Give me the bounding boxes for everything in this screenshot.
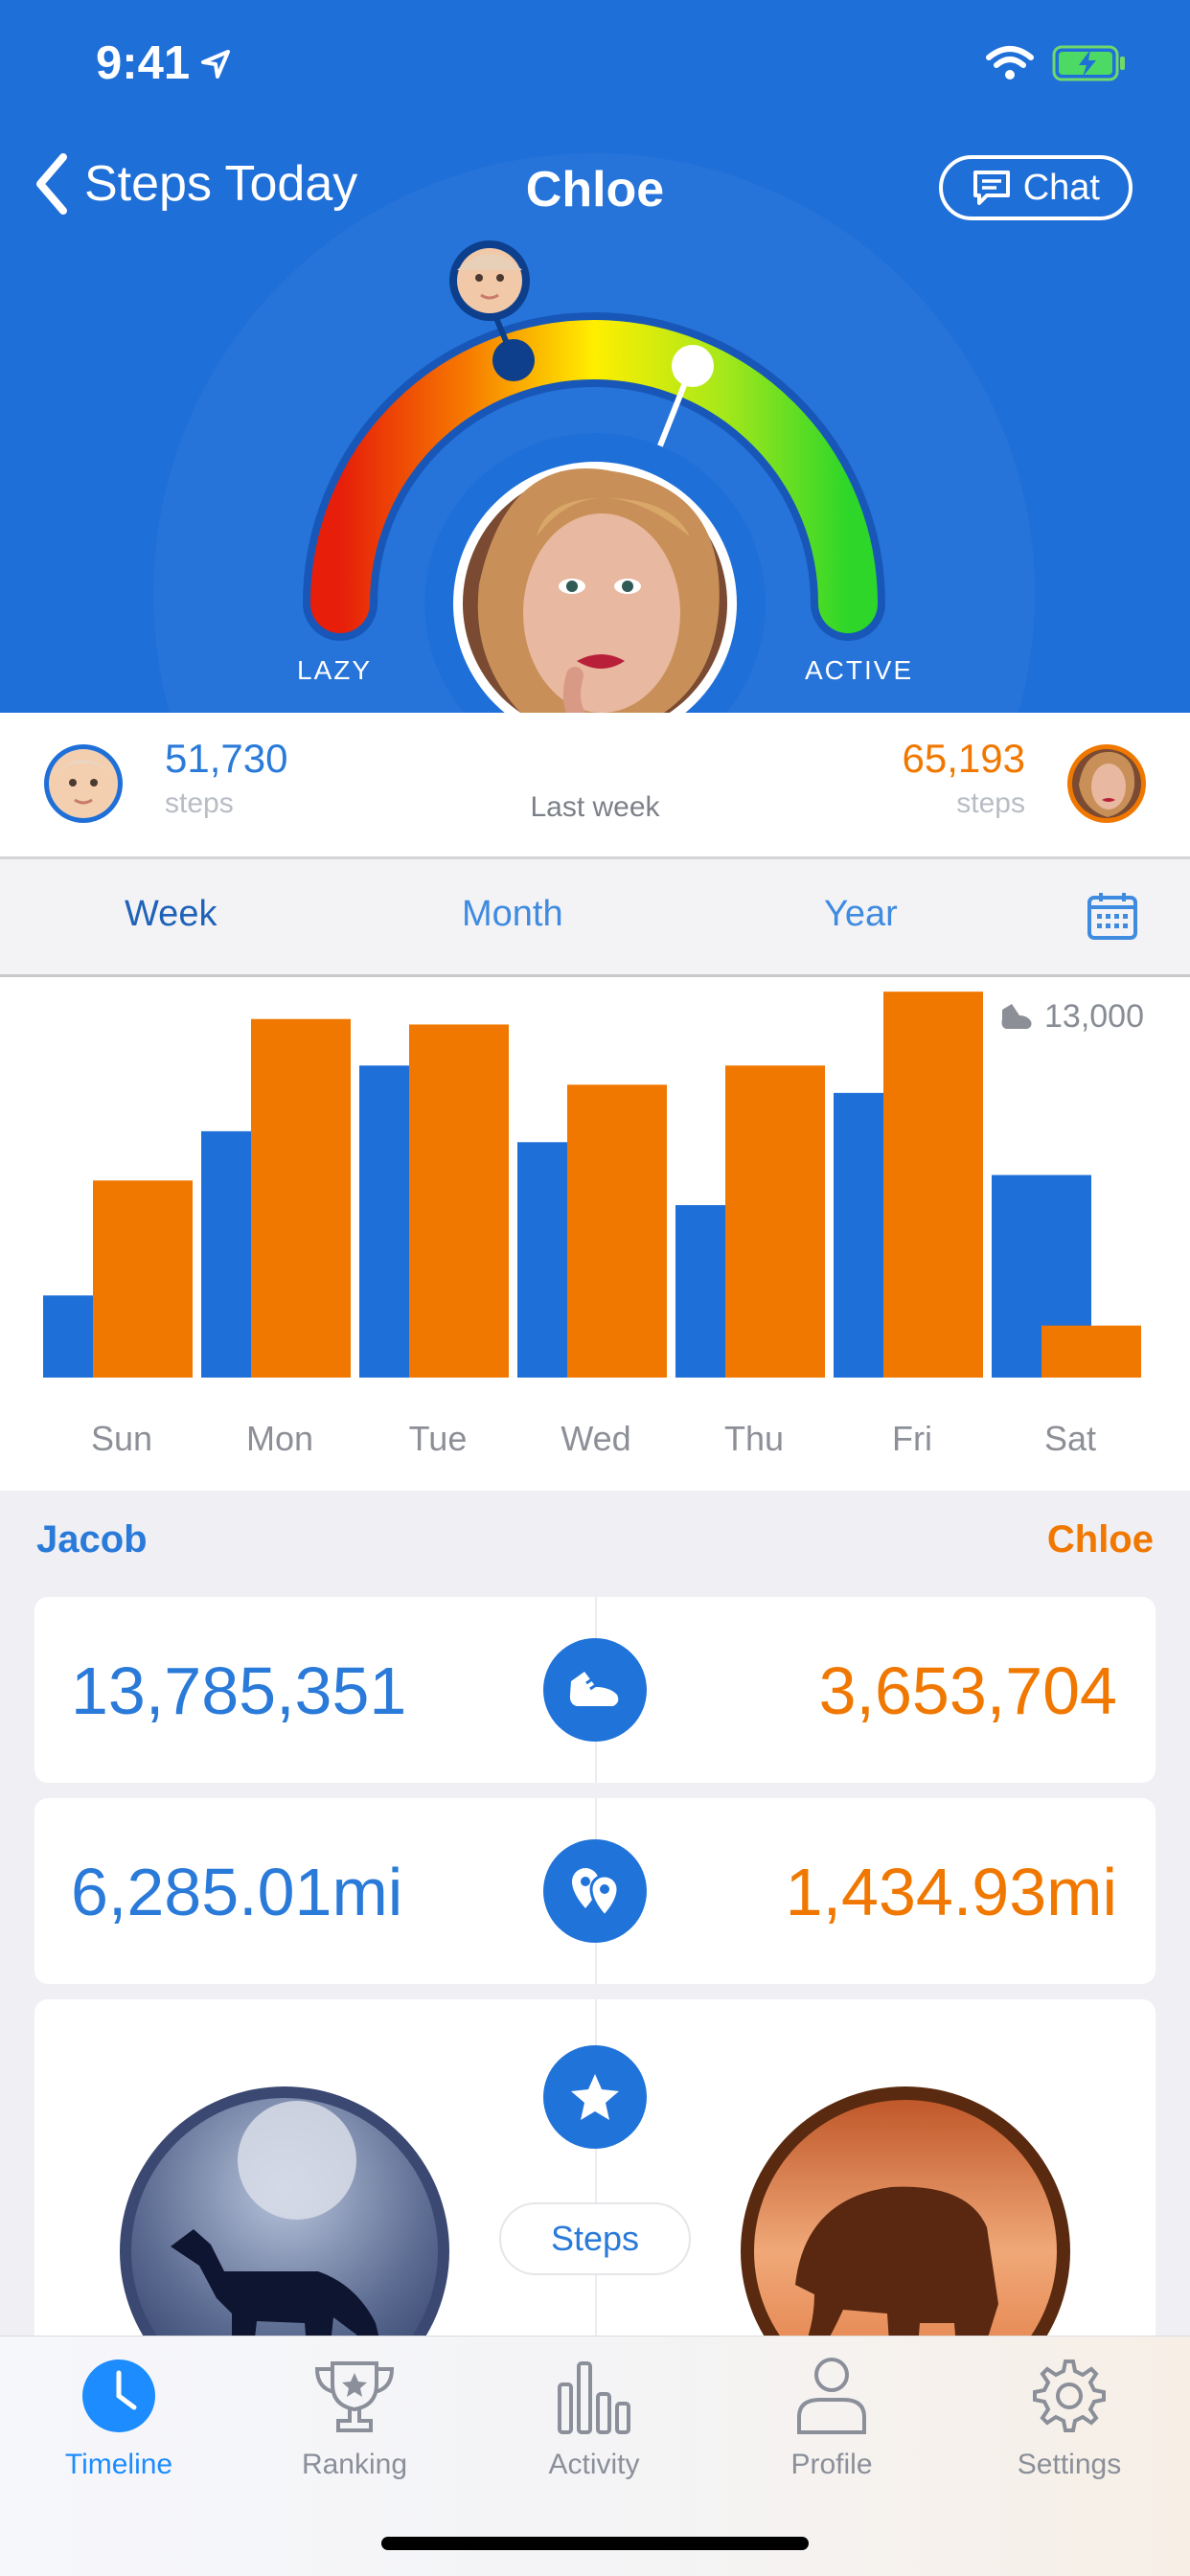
chloe-small-avatar[interactable] bbox=[1065, 742, 1148, 825]
jacob-total-steps: 13,785,351 bbox=[71, 1653, 407, 1728]
tab-timeline[interactable]: Timeline bbox=[23, 2356, 215, 2481]
steps-bar-chart: Sun Mon Tue Wed Thu Fri Sat bbox=[43, 992, 1141, 1458]
chloe-week-steps: 65,193 bbox=[902, 736, 1025, 781]
chloe-marker bbox=[672, 345, 714, 387]
person-icon bbox=[797, 2358, 866, 2434]
tab-year[interactable]: Year bbox=[824, 894, 898, 934]
tab-activity[interactable]: Activity bbox=[498, 2356, 690, 2481]
wifi-icon bbox=[986, 46, 1034, 80]
elephant-badge[interactable] bbox=[738, 2084, 1073, 2402]
period-tabs: Week Month Year bbox=[0, 859, 1190, 977]
distance-total-card: 6,285.01mi 1,434.93mi bbox=[34, 1798, 1156, 1984]
chat-bubble-icon bbox=[973, 171, 1010, 205]
active-label: ACTIVE bbox=[805, 655, 914, 685]
clock-icon bbox=[82, 2359, 155, 2432]
x-tick-label: Thu bbox=[724, 1419, 784, 1458]
bar-chloe-thu[interactable] bbox=[725, 1065, 825, 1378]
weekly-comparison: 51,730 steps Last week 65,193 steps bbox=[0, 713, 1190, 859]
page-title: Chloe bbox=[525, 162, 665, 217]
map-pins-icon bbox=[543, 1839, 647, 1943]
tab-label: Ranking bbox=[301, 2449, 408, 2480]
tab-settings[interactable]: Settings bbox=[973, 2356, 1165, 2481]
back-label: Steps Today bbox=[84, 156, 358, 212]
star-icon bbox=[543, 2045, 647, 2149]
gear-icon bbox=[1033, 2359, 1106, 2432]
bar-chart-icon bbox=[558, 2361, 630, 2434]
tab-label: Profile bbox=[790, 2449, 873, 2480]
jacob-total-distance: 6,285.01mi bbox=[71, 1855, 403, 1929]
jacob-week-unit: steps bbox=[165, 787, 234, 819]
x-tick-label: Wed bbox=[561, 1419, 630, 1458]
chloe-week-unit: steps bbox=[956, 787, 1025, 819]
tab-ranking[interactable]: Ranking bbox=[259, 2356, 450, 2481]
home-indicator bbox=[381, 2537, 809, 2550]
x-tick-label: Sat bbox=[1044, 1419, 1096, 1458]
battery-icon bbox=[1052, 45, 1125, 81]
left-user-name: Jacob bbox=[36, 1518, 148, 1561]
goal-indicator: 13,000 bbox=[998, 998, 1144, 1036]
tab-bar: Timeline Ranking Activity Profile bbox=[0, 2336, 1190, 2576]
bar-chloe-wed[interactable] bbox=[567, 1084, 667, 1378]
chat-button[interactable]: Chat bbox=[938, 155, 1133, 220]
goal-value: 13,000 bbox=[1044, 998, 1144, 1035]
period-label: Last week bbox=[530, 791, 660, 823]
x-tick-label: Sun bbox=[91, 1419, 152, 1458]
card-divider bbox=[595, 1999, 597, 2402]
jacob-marker bbox=[492, 339, 535, 381]
steps-badge-button[interactable]: Steps bbox=[499, 2202, 691, 2275]
shoe-icon bbox=[1001, 1003, 1032, 1029]
gauge-arc bbox=[310, 320, 878, 633]
tab-label: Timeline bbox=[64, 2449, 173, 2480]
chloe-total-steps: 3,653,704 bbox=[818, 1653, 1117, 1728]
activity-gauge bbox=[303, 240, 885, 713]
bar-chloe-sun[interactable] bbox=[93, 1180, 193, 1378]
chevron-left-icon bbox=[36, 153, 67, 215]
header: 9:41 Steps Today Chloe Chat bbox=[0, 0, 1190, 713]
wolf-badge[interactable] bbox=[117, 2084, 452, 2402]
trophy-icon bbox=[314, 2361, 395, 2432]
back-button[interactable]: Steps Today bbox=[33, 153, 357, 215]
lazy-label: LAZY bbox=[297, 655, 373, 685]
steps-total-card: 13,785,351 3,653,704 bbox=[34, 1597, 1156, 1783]
bar-chloe-fri[interactable] bbox=[883, 992, 983, 1378]
jacob-week-steps: 51,730 bbox=[165, 736, 288, 781]
jacob-avatar[interactable] bbox=[42, 742, 125, 825]
tab-profile[interactable]: Profile bbox=[736, 2356, 927, 2481]
tab-label: Settings bbox=[1017, 2449, 1122, 2480]
bar-chloe-tue[interactable] bbox=[409, 1024, 509, 1378]
tab-month[interactable]: Month bbox=[462, 894, 563, 934]
chat-label: Chat bbox=[1022, 167, 1100, 208]
right-user-name: Chloe bbox=[1046, 1518, 1154, 1561]
steps-chart: Sun Mon Tue Wed Thu Fri Sat 13,000 bbox=[0, 977, 1190, 1491]
location-arrow-icon bbox=[201, 50, 230, 79]
x-tick-label: Tue bbox=[409, 1419, 468, 1458]
chloe-total-distance: 1,434.93mi bbox=[785, 1855, 1117, 1929]
badges-card: Steps bbox=[34, 1999, 1156, 2402]
status-time: 9:41 bbox=[96, 37, 191, 89]
x-tick-label: Fri bbox=[892, 1419, 932, 1458]
tab-label: Activity bbox=[548, 2449, 640, 2480]
bar-chloe-sat[interactable] bbox=[1041, 1325, 1141, 1378]
x-tick-label: Mon bbox=[246, 1419, 313, 1458]
calendar-icon[interactable] bbox=[1087, 890, 1138, 942]
shoe-icon bbox=[543, 1638, 647, 1742]
bar-chloe-mon[interactable] bbox=[251, 1018, 351, 1378]
tab-week[interactable]: Week bbox=[125, 894, 217, 934]
